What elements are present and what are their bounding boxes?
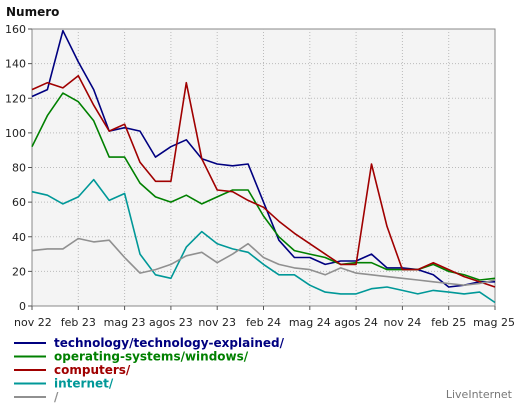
y-tick-label: 60 <box>12 196 26 209</box>
legend-label-3: internet/ <box>54 377 114 391</box>
watermark-text: LiveInternet <box>446 388 513 401</box>
x-tick-label: nov 24 <box>384 316 422 329</box>
y-tick-label: 20 <box>12 265 26 278</box>
series-line-2 <box>31 74 496 288</box>
x-tick-label: mag 25 <box>473 316 515 329</box>
x-tick-label: feb 23 <box>61 316 96 329</box>
y-tick-label: 100 <box>5 127 26 140</box>
y-tick-label: 120 <box>5 92 26 105</box>
x-tick-label: nov 22 <box>14 316 52 329</box>
legend-label-1: operating-systems/windows/ <box>54 350 249 364</box>
x-tick-label: nov 23 <box>198 316 236 329</box>
x-tick-label: agos 24 <box>334 316 378 329</box>
y-tick-label: 160 <box>5 23 26 36</box>
y-tick-label: 40 <box>12 231 26 244</box>
x-tick-label: mag 23 <box>104 316 146 329</box>
legend: technology/technology-explained/operatin… <box>14 336 285 404</box>
series-line-3 <box>31 178 496 304</box>
x-tick-label: agos 23 <box>149 316 193 329</box>
series-line-4 <box>31 237 496 287</box>
y-tick-label: 0 <box>19 300 26 313</box>
y-tick-label: 140 <box>5 58 26 71</box>
legend-label-0: technology/technology-explained/ <box>54 336 285 350</box>
x-tick-label: feb 25 <box>431 316 466 329</box>
legend-label-2: computers/ <box>54 363 131 377</box>
x-tick-label: mag 24 <box>289 316 331 329</box>
x-tick-label: feb 24 <box>246 316 281 329</box>
y-axis-title: Numero <box>6 5 59 19</box>
series-layer <box>31 29 496 304</box>
legend-label-4: / <box>54 390 59 404</box>
y-tick-label: 80 <box>12 162 26 175</box>
